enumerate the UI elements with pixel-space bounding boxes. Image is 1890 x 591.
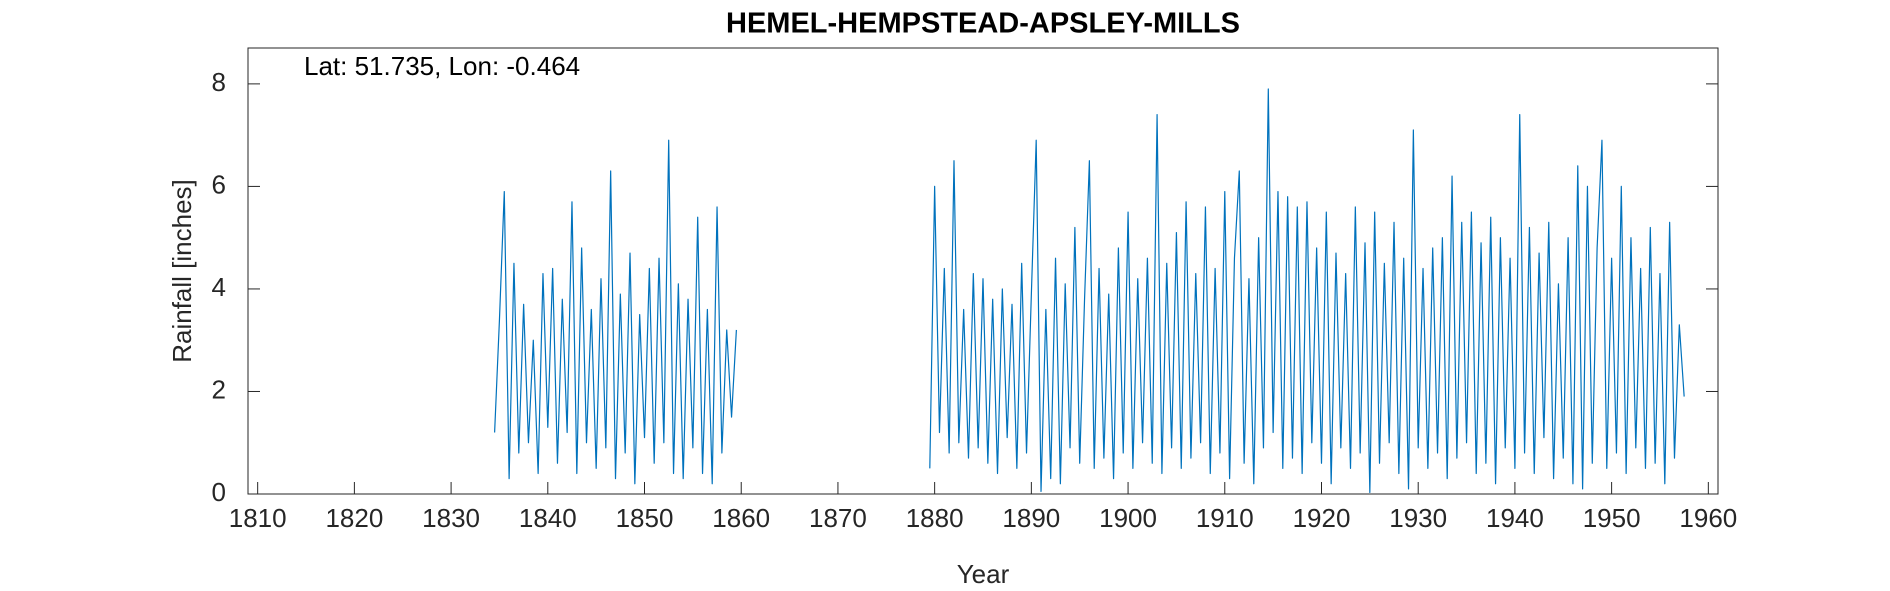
- x-tick-label: 1850: [616, 503, 674, 533]
- x-tick-label: 1820: [325, 503, 383, 533]
- x-tick-label: 1930: [1389, 503, 1447, 533]
- annotation: Lat: 51.735, Lon: -0.464: [304, 51, 580, 81]
- y-tick-label: 2: [212, 374, 226, 404]
- x-axis-label: Year: [957, 559, 1010, 589]
- x-tick-label: 1890: [1002, 503, 1060, 533]
- x-tick-label: 1900: [1099, 503, 1157, 533]
- x-tick-label: 1860: [712, 503, 770, 533]
- x-tick-label: 1810: [229, 503, 287, 533]
- x-tick-label: 1950: [1583, 503, 1641, 533]
- x-tick-label: 1870: [809, 503, 867, 533]
- x-tick-label: 1940: [1486, 503, 1544, 533]
- x-tick-label: 1830: [422, 503, 480, 533]
- rainfall-line: [494, 88, 1685, 494]
- y-tick-label: 8: [212, 67, 226, 97]
- y-axis-label: Rainfall [inches]: [167, 179, 197, 363]
- x-tick-label: 1910: [1196, 503, 1254, 533]
- y-tick-label: 6: [212, 169, 226, 199]
- y-tick-label: 4: [212, 272, 226, 302]
- y-tick-label: 0: [212, 477, 226, 507]
- x-tick-label: 1880: [906, 503, 964, 533]
- x-tick-label: 1920: [1293, 503, 1351, 533]
- chart-title: HEMEL-HEMPSTEAD-APSLEY-MILLS: [726, 8, 1240, 40]
- plot-frame: [247, 47, 1719, 495]
- x-tick-label: 1960: [1679, 503, 1737, 533]
- x-tick-label: 1840: [519, 503, 577, 533]
